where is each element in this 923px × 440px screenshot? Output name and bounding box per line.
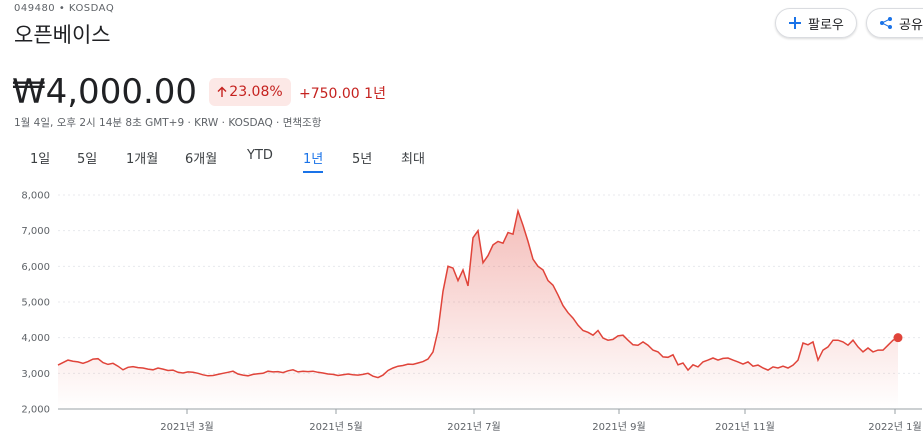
stock-name: 오픈베이스: [14, 23, 111, 47]
y-tick-label: 6,000: [21, 262, 50, 273]
y-tick-label: 2,000: [21, 405, 50, 416]
share-label: 공유: [899, 17, 923, 33]
area: [58, 211, 898, 409]
range-tab[interactable]: 5년: [352, 152, 373, 167]
timestamp: 1월 4일, 오후 2시 14분 8초 GMT+9 · KRW · KOSDAQ…: [14, 117, 322, 129]
range-tab[interactable]: YTD: [247, 148, 273, 163]
range-tab[interactable]: 1일: [30, 152, 51, 167]
x-tick-label: 2022년 1월: [868, 421, 921, 433]
change-value: +750.00: [299, 86, 360, 102]
change-period: 1년: [364, 86, 386, 102]
range-tab[interactable]: 최대: [401, 152, 425, 167]
follow-label: 팔로우: [808, 17, 844, 33]
change-pct: 23.08%: [229, 84, 283, 100]
range-tab[interactable]: 5일: [77, 152, 98, 167]
range-tab[interactable]: 1년: [303, 148, 324, 173]
y-tick-label: 7,000: [21, 226, 50, 237]
x-tick-label: 2021년 3월: [160, 421, 213, 433]
x-tick-label: 2021년 9월: [592, 421, 645, 433]
up-arrow: [217, 86, 227, 97]
share-button[interactable]: 공유: [866, 8, 923, 38]
plus-icon: [789, 17, 801, 29]
price-line: [57, 208, 899, 379]
y-tick-label: 4,000: [21, 333, 50, 344]
ticker: 049480 • KOSDAQ: [14, 3, 115, 14]
range-tab[interactable]: 6개월: [185, 152, 218, 167]
x-tick-label: 2021년 7월: [447, 421, 500, 433]
change-badge: 23.08%: [209, 78, 291, 106]
y-tick-label: 3,000: [21, 369, 50, 380]
change: +750.00 1년: [299, 83, 386, 103]
share-icon: [880, 17, 892, 29]
x-tick-label: 2021년 5월: [309, 421, 362, 433]
price: ₩4,000.00: [12, 72, 198, 112]
y-tick-label: 5,000: [21, 298, 50, 309]
last-point: [893, 333, 903, 343]
y-tick-label: 8,000: [21, 191, 50, 202]
x-tick-label: 2021년 11월: [715, 421, 775, 433]
range-tab[interactable]: 1개월: [126, 152, 159, 167]
follow-button[interactable]: 팔로우: [775, 8, 857, 38]
